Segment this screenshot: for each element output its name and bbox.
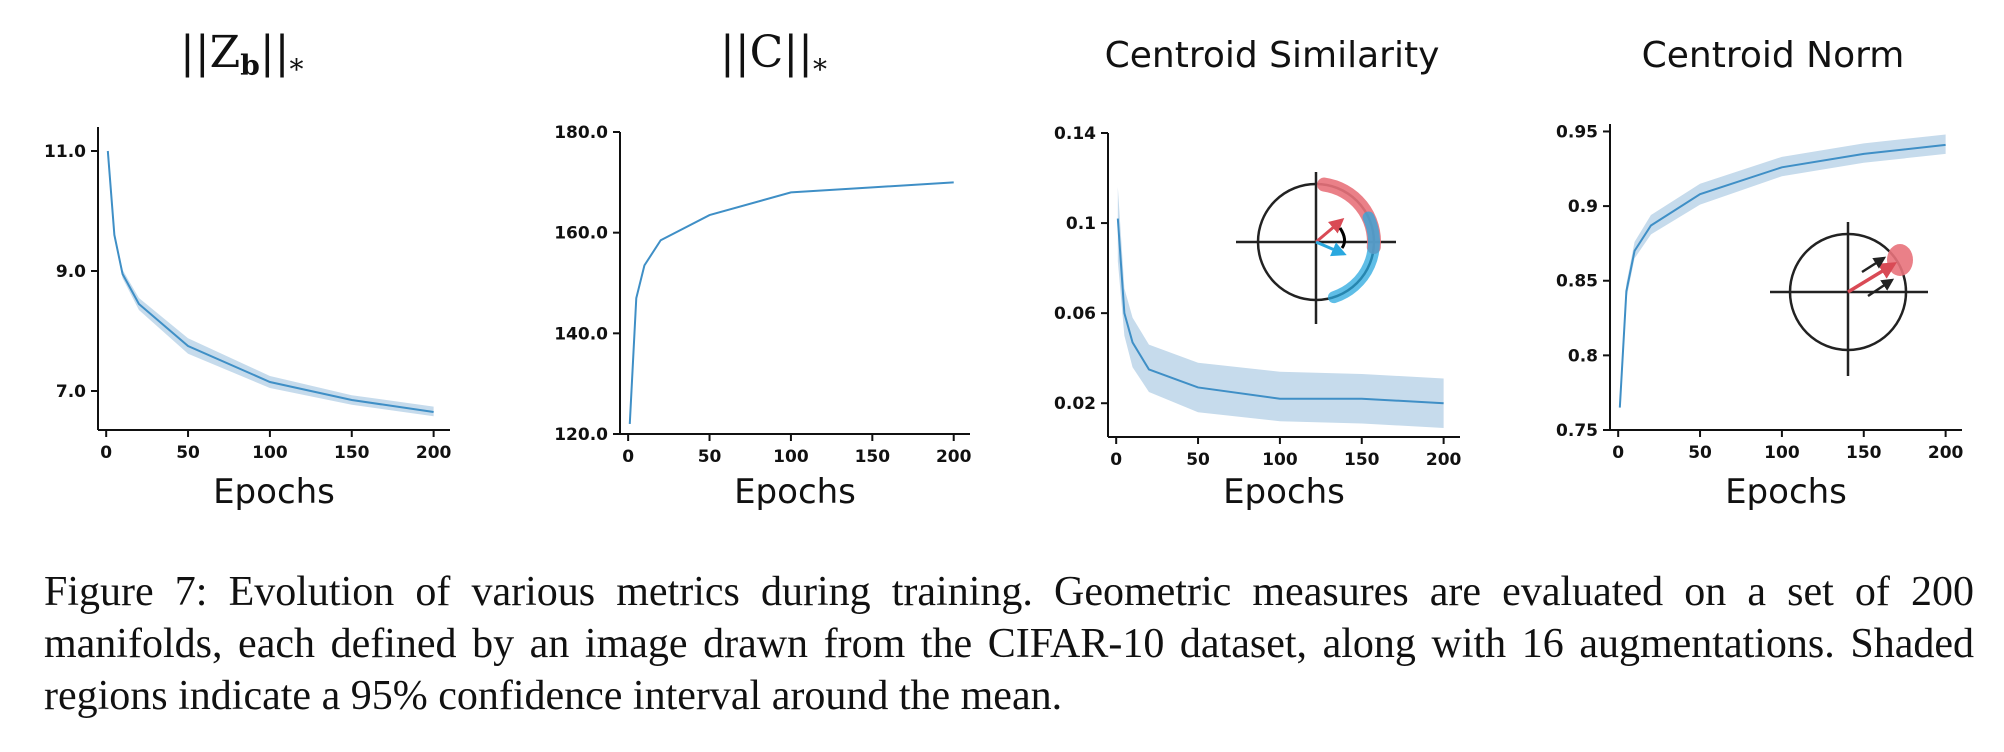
- x-tick-label: 100: [1764, 443, 1800, 463]
- chart-3: 0 50 100 150 200 0.02 0.06 0.1 0.14 Epochs: [1054, 124, 1461, 512]
- confidence-band: [107, 151, 434, 417]
- panel-2-title: ||C||*: [720, 27, 827, 86]
- x-axis-label: Epochs: [1725, 472, 1847, 512]
- x-axis-label: Epochs: [213, 472, 335, 512]
- y-tick-label: 140.0: [554, 324, 608, 344]
- y-tick-label: 0.1: [1066, 214, 1096, 234]
- chart-4: 0 50 100 150 200 0.75 0.8 0.85 0.9 0.95 Epochs: [1556, 122, 1963, 512]
- insets-layer: [1236, 172, 1928, 376]
- x-tick-label: 150: [855, 447, 891, 467]
- y-tick-label: 0.02: [1054, 394, 1096, 414]
- y-tick-label: 0.75: [1556, 421, 1598, 441]
- y-tick-label: 160.0: [554, 224, 608, 244]
- x-tick-label: 0: [622, 447, 634, 467]
- y-tick-label: 0.9: [1568, 197, 1598, 217]
- y-tick-label: 0.85: [1556, 272, 1598, 292]
- y-tick-label: 0.06: [1054, 304, 1096, 324]
- x-tick-label: 50: [176, 443, 200, 463]
- angle-arc: [1338, 227, 1347, 249]
- x-tick-label: 200: [416, 443, 452, 463]
- series-line: [628, 181, 954, 424]
- x-tick-label: 200: [1928, 443, 1964, 463]
- panel-1-title-main: ||Zb||*: [180, 27, 303, 86]
- series-line: [106, 150, 434, 413]
- chart-2: 0 50 100 150 200 120.0 140.0 160.0 180.0 Epochs: [554, 123, 971, 512]
- panel-4-title: Centroid Norm: [1642, 35, 1905, 76]
- x-tick-label: 100: [1262, 450, 1298, 470]
- x-axis-label: Epochs: [1223, 472, 1345, 512]
- dark-vector-lower: [1867, 278, 1895, 298]
- x-tick-label: 100: [252, 443, 288, 463]
- y-tick-label: 0.8: [1568, 346, 1598, 366]
- y-tick-label: 7.0: [56, 382, 86, 402]
- series-line: [1618, 143, 1946, 408]
- x-tick-label: 0: [1110, 450, 1122, 470]
- series-line: [1116, 218, 1444, 405]
- x-tick-label: 150: [1344, 450, 1380, 470]
- y-tick-label: 180.0: [554, 123, 608, 143]
- x-tick-label: 0: [100, 443, 112, 463]
- blue-arc-band: [1327, 211, 1380, 304]
- chart-1: 0 50 100 150 200 7.0 9.0 11.0 Epochs: [44, 127, 452, 512]
- red-vector: [1847, 262, 1897, 294]
- x-tick-label: 50: [1186, 450, 1210, 470]
- x-tick-label: 150: [1846, 443, 1882, 463]
- x-tick-label: 100: [773, 447, 809, 467]
- red-blob: [1887, 244, 1913, 276]
- panel-1-title: ||Zb||*: [180, 27, 303, 86]
- x-tick-label: 50: [698, 447, 722, 467]
- blue-vector: [1315, 240, 1347, 257]
- norm-inset-icon: [1770, 222, 1928, 376]
- panel-3-title: Centroid Similarity: [1105, 35, 1440, 76]
- panel-2-title-main: ||C||*: [720, 27, 827, 86]
- confidence-band: [1117, 187, 1444, 428]
- y-tick-label: 0.14: [1054, 124, 1096, 144]
- x-tick-label: 200: [1426, 450, 1462, 470]
- x-axis-label: Epochs: [734, 472, 856, 512]
- red-vector: [1315, 218, 1345, 244]
- x-tick-label: 50: [1688, 443, 1712, 463]
- similarity-inset-icon: [1236, 172, 1396, 324]
- y-tick-label: 9.0: [56, 262, 86, 282]
- y-tick-label: 11.0: [44, 142, 86, 162]
- confidence-band: [1619, 134, 1946, 411]
- y-tick-label: 0.95: [1556, 122, 1598, 142]
- figure-caption: Figure 7: Evolution of various metrics d…: [44, 569, 1974, 719]
- x-tick-label: 150: [334, 443, 370, 463]
- charts-layer: 0 50 100 150 200 7.0 9.0 11.0 Epochs 0 50 100 150 200…: [44, 122, 1963, 512]
- y-tick-label: 120.0: [554, 425, 608, 445]
- dark-vector-upper: [1861, 256, 1887, 274]
- x-tick-label: 200: [936, 447, 972, 467]
- x-tick-label: 0: [1612, 443, 1624, 463]
